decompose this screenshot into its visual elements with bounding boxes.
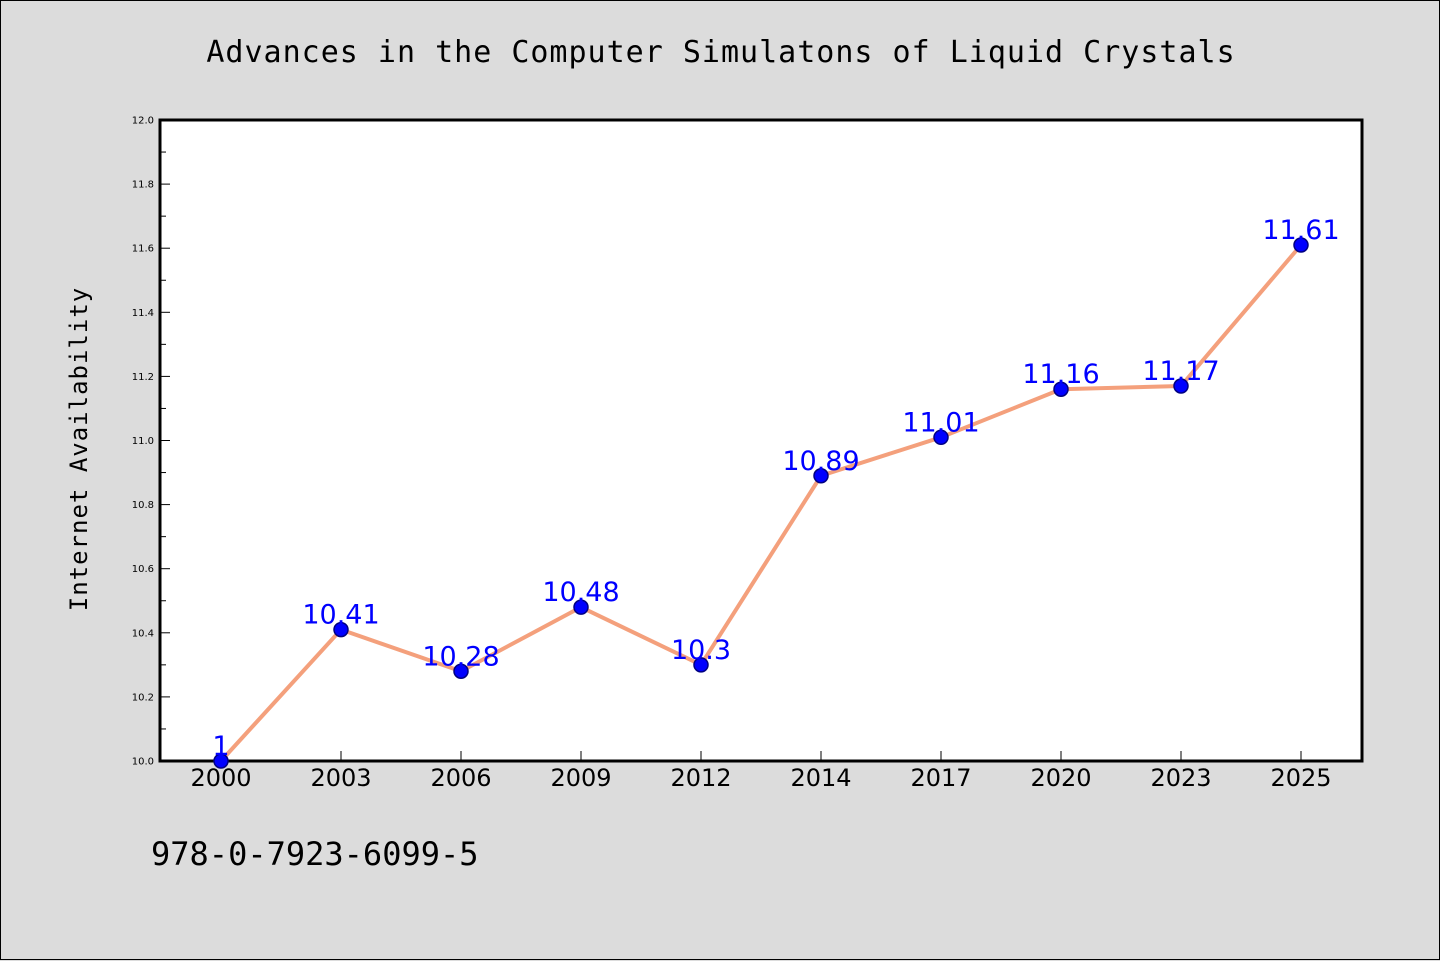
x-tick-label: 2009: [550, 764, 611, 792]
x-tick-label: 2020: [1030, 764, 1091, 792]
data-label: 11.16: [1022, 359, 1099, 390]
data-label: 11.01: [902, 407, 979, 438]
data-point: [693, 657, 709, 673]
y-tick-label: 11.2: [132, 372, 154, 383]
chart-title: Advances in the Computer Simulatons of L…: [206, 35, 1236, 70]
isbn-label: 978-0-7923-6099-5: [151, 835, 479, 873]
y-tick-label: 10.8: [132, 500, 154, 511]
y-tick-label: 10.0: [132, 757, 154, 768]
data-label: 10.41: [302, 600, 379, 631]
y-axis-label: Internet Availability: [65, 287, 93, 611]
data-point: [813, 468, 829, 484]
y-tick-label: 12.0: [132, 116, 154, 127]
y-tick-label: 11.4: [132, 308, 154, 319]
x-tick-label: 2003: [310, 764, 371, 792]
plot-area: [158, 118, 1364, 763]
x-tick-label: 2014: [790, 764, 851, 792]
data-label: 11.17: [1142, 356, 1219, 387]
data-label: 10.48: [542, 577, 619, 608]
x-tick-label: 2017: [910, 764, 971, 792]
data-point: [453, 663, 469, 680]
y-tick-label: 10.6: [132, 564, 154, 575]
y-tick-label: 11.0: [132, 436, 154, 447]
data-point: [1293, 237, 1309, 253]
data-label: 1: [212, 731, 229, 762]
data-label: 10.89: [782, 446, 859, 477]
data-point: [573, 599, 589, 615]
data-point: [933, 429, 949, 446]
y-tick-label: 11.8: [132, 180, 154, 191]
data-point: [1173, 378, 1189, 394]
y-axis: 10.0 10.2 10.4 10.6 10.8 11.0 11.2 11.4 11.6 11.8…: [132, 116, 170, 768]
y-tick-label: 10.2: [132, 692, 154, 703]
data-label: 10.28: [422, 641, 499, 672]
x-tick-label: 2025: [1270, 764, 1331, 792]
data-point: [213, 753, 229, 769]
x-tick-label: 2006: [430, 764, 491, 792]
x-tick-label: 2012: [670, 764, 731, 792]
y-tick-label: 11.6: [132, 244, 154, 255]
data-label: 10.3: [671, 635, 731, 666]
x-tick-label: 2023: [1150, 764, 1211, 792]
series-line: [219, 243, 1303, 763]
x-axis: 2000 2003 2006 2009 2012 2014 2017 2020 2023 2025: [190, 751, 1332, 792]
data-point: [333, 621, 349, 638]
data-label: 11.61: [1262, 215, 1339, 246]
y-tick-label: 10.4: [132, 628, 154, 639]
series-group: 1 10.41 10.28 10.48 10.3 10.89 11.01 11.16 11.17…: [212, 215, 1340, 769]
data-point: [1053, 381, 1069, 397]
